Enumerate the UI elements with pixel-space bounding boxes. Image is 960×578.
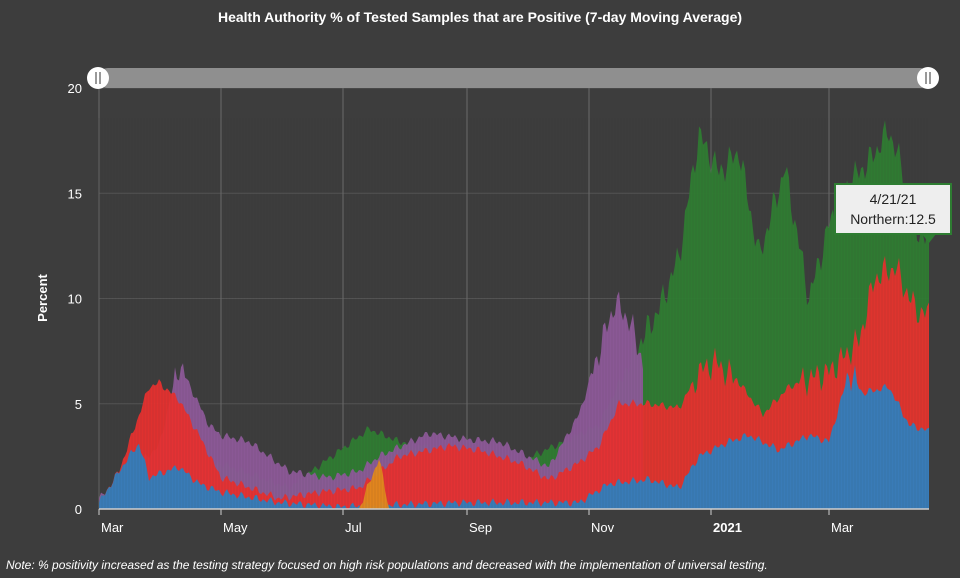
x-tick-label: May bbox=[223, 520, 248, 535]
y-tick-label: 0 bbox=[75, 502, 82, 517]
x-axis-ticks: Mar May Jul Sep Nov 2021 Mar bbox=[98, 509, 854, 535]
x-tick-label: Mar bbox=[101, 520, 124, 535]
series-area-island[interactable] bbox=[359, 459, 389, 509]
hover-tooltip: 4/21/21 Northern:12.5 bbox=[834, 183, 952, 243]
series-layer bbox=[98, 118, 929, 510]
chart-title: Health Authority % of Tested Samples tha… bbox=[217, 9, 743, 25]
y-tick-label: 20 bbox=[68, 81, 82, 96]
x-tick-label: Nov bbox=[591, 520, 615, 535]
y-tick-label: 5 bbox=[75, 397, 82, 412]
tooltip-value: Northern:12.5 bbox=[850, 211, 936, 227]
range-handle-right[interactable] bbox=[917, 67, 939, 89]
x-tick-label: Mar bbox=[831, 520, 854, 535]
x-tick-label: Jul bbox=[345, 520, 362, 535]
y-axis-ticks: 0 5 10 15 20 bbox=[68, 81, 82, 517]
footnote: Note: % positivity increased as the test… bbox=[6, 558, 768, 572]
tooltip-date: 4/21/21 bbox=[869, 191, 917, 207]
x-tick-label: 2021 bbox=[713, 520, 742, 535]
y-tick-label: 15 bbox=[68, 186, 82, 201]
range-scrollbar-track[interactable] bbox=[98, 68, 930, 88]
y-tick-label: 10 bbox=[68, 292, 82, 307]
x-tick-label: Sep bbox=[469, 520, 492, 535]
range-handle-left[interactable] bbox=[87, 67, 109, 89]
y-axis-label: Percent bbox=[35, 273, 50, 321]
series-area-coastal[interactable] bbox=[99, 364, 929, 509]
